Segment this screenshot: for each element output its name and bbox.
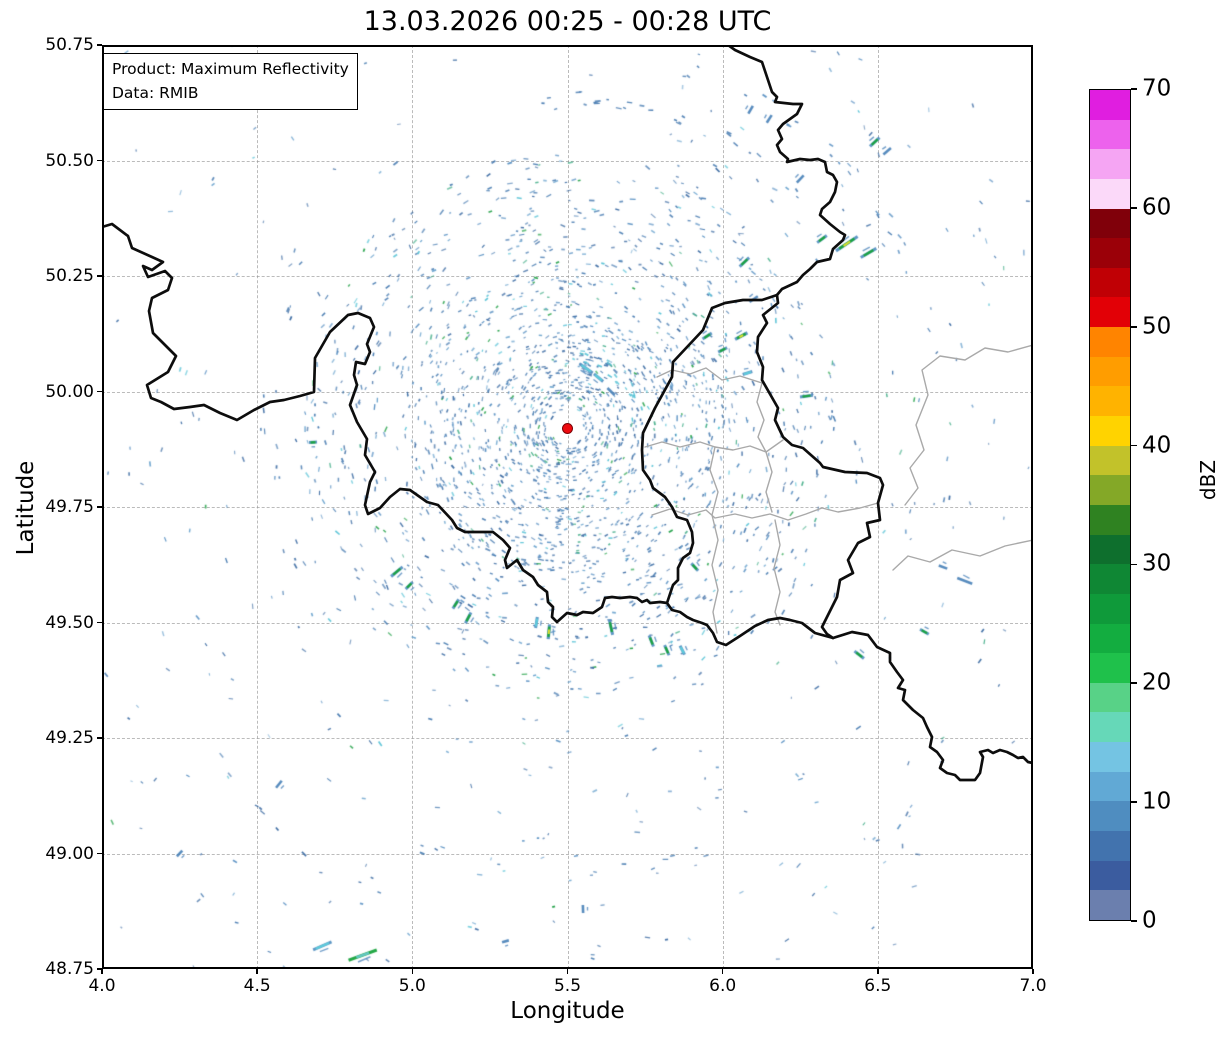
x-tick-label: 6.5	[864, 976, 892, 996]
radar-site-marker	[562, 422, 573, 434]
regional-border	[709, 446, 719, 634]
x-tick-mark	[721, 969, 724, 974]
y-tick-label: 48.75	[45, 959, 94, 979]
x-tick-label: 6.0	[709, 976, 737, 996]
x-tick-label: 4.0	[88, 976, 116, 996]
regional-border	[651, 502, 879, 521]
y-tick-mark	[97, 621, 102, 624]
y-tick-label: 49.75	[45, 497, 94, 517]
y-tick-label: 49.50	[45, 612, 94, 633]
y-tick-mark	[97, 852, 102, 855]
regional-border	[765, 451, 773, 513]
x-tick-mark	[256, 969, 258, 974]
y-tick-label: 50.50	[45, 150, 94, 171]
y-tick-mark	[97, 275, 102, 277]
product-info-line: Product: Maximum Reflectivity	[112, 60, 349, 78]
x-tick-mark	[566, 969, 569, 974]
national-border	[755, 293, 885, 640]
y-tick-mark	[97, 737, 102, 739]
y-tick-mark	[97, 968, 102, 970]
y-tick-label: 49.25	[45, 728, 94, 748]
y-tick-label: 50.25	[45, 266, 94, 286]
regional-border	[892, 539, 1033, 571]
y-tick-label: 49.00	[45, 843, 94, 864]
national-border	[726, 45, 847, 297]
x-tick-label: 7.0	[1019, 976, 1047, 996]
x-tick-label: 5.0	[398, 976, 426, 996]
national-border	[102, 222, 1033, 782]
y-tick-label: 50.75	[45, 35, 94, 55]
y-tick-mark	[97, 506, 102, 508]
x-tick-mark	[411, 969, 414, 974]
regional-border	[904, 344, 1033, 506]
x-tick-mark	[1032, 969, 1034, 974]
product-info-box: Product: Maximum Reflectivity Data: RMIB	[103, 53, 358, 111]
y-tick-label: 50.00	[45, 381, 94, 402]
x-tick-label: 5.5	[553, 976, 582, 996]
y-tick-mark	[97, 390, 102, 393]
data-source-line: Data: RMIB	[112, 84, 199, 103]
regional-border	[773, 519, 781, 626]
x-tick-mark	[101, 969, 103, 974]
y-tick-mark	[97, 44, 102, 46]
y-tick-mark	[97, 159, 102, 162]
national-border	[640, 293, 779, 605]
x-tick-label: 4.5	[243, 976, 271, 996]
regional-border	[756, 382, 767, 453]
x-tick-mark	[877, 969, 879, 974]
